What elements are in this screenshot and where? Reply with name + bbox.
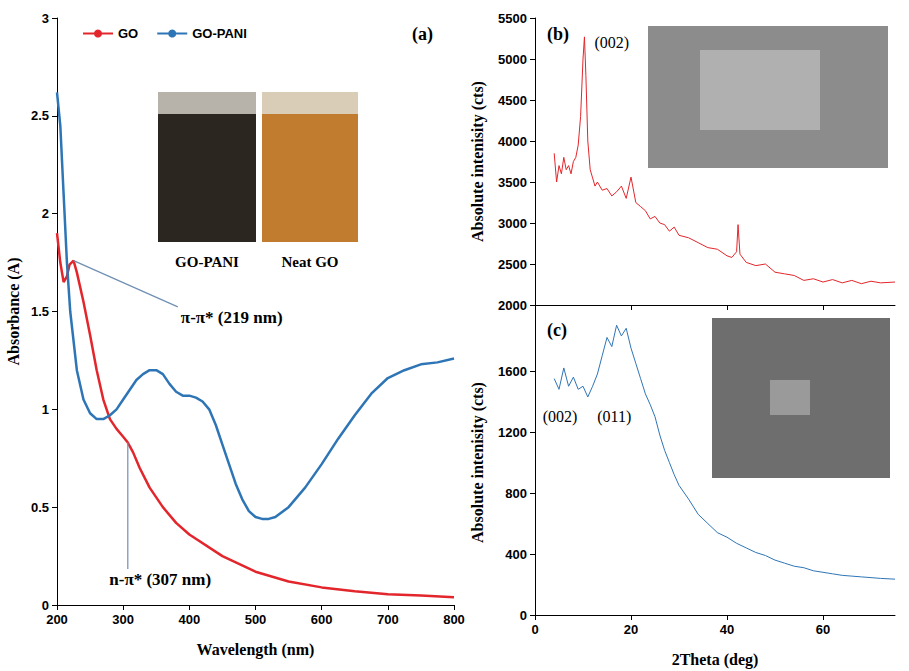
svg-text:5500: 5500: [498, 11, 527, 26]
svg-text:300: 300: [112, 612, 134, 627]
svg-text:0: 0: [531, 622, 538, 637]
svg-text:Absolute intenisity (cts): Absolute intenisity (cts): [469, 81, 487, 242]
svg-text:Neat GO: Neat GO: [281, 254, 338, 270]
svg-text:800: 800: [505, 486, 527, 501]
svg-text:GO-PANI: GO-PANI: [192, 26, 247, 41]
svg-text:Absorbance (A): Absorbance (A): [5, 258, 23, 366]
svg-text:GO-PANI: GO-PANI: [175, 254, 239, 270]
svg-text:3: 3: [42, 11, 49, 26]
svg-text:1: 1: [42, 402, 49, 417]
svg-text:400: 400: [505, 547, 527, 562]
svg-text:3500: 3500: [498, 175, 527, 190]
svg-text:60: 60: [816, 622, 830, 637]
svg-text:800: 800: [443, 612, 465, 627]
svg-text:0: 0: [520, 608, 527, 623]
svg-text:2000: 2000: [498, 298, 527, 313]
svg-text:400: 400: [178, 612, 200, 627]
svg-text:20: 20: [624, 622, 638, 637]
svg-text:(c): (c): [547, 320, 567, 341]
svg-text:1200: 1200: [498, 425, 527, 440]
svg-text:(a): (a): [412, 24, 433, 45]
svg-text:5000: 5000: [498, 52, 527, 67]
svg-text:π-π* (219 nm): π-π* (219 nm): [181, 308, 283, 327]
svg-text:2500: 2500: [498, 257, 527, 272]
svg-text:2Theta (deg): 2Theta (deg): [672, 651, 759, 669]
svg-text:4000: 4000: [498, 134, 527, 149]
svg-text:(b): (b): [547, 24, 569, 45]
svg-text:2.5: 2.5: [31, 108, 49, 123]
svg-text:600: 600: [311, 612, 333, 627]
svg-text:2: 2: [42, 206, 49, 221]
svg-text:(002): (002): [543, 408, 578, 426]
svg-text:1600: 1600: [498, 364, 527, 379]
svg-text:4500: 4500: [498, 93, 527, 108]
svg-text:Wavelength (nm): Wavelength (nm): [197, 641, 315, 659]
svg-text:3000: 3000: [498, 216, 527, 231]
svg-text:200: 200: [46, 612, 68, 627]
svg-text:Absolute intenisity (cts): Absolute intenisity (cts): [469, 382, 487, 543]
svg-text:0: 0: [42, 598, 49, 613]
svg-text:n-π* (307 nm): n-π* (307 nm): [109, 570, 211, 589]
svg-text:(011): (011): [597, 408, 631, 426]
svg-text:GO: GO: [118, 26, 138, 41]
svg-text:1.5: 1.5: [31, 304, 49, 319]
svg-text:40: 40: [720, 622, 734, 637]
svg-text:(002): (002): [594, 34, 629, 52]
svg-text:700: 700: [377, 612, 399, 627]
svg-text:500: 500: [245, 612, 267, 627]
svg-text:0.5: 0.5: [31, 500, 49, 515]
